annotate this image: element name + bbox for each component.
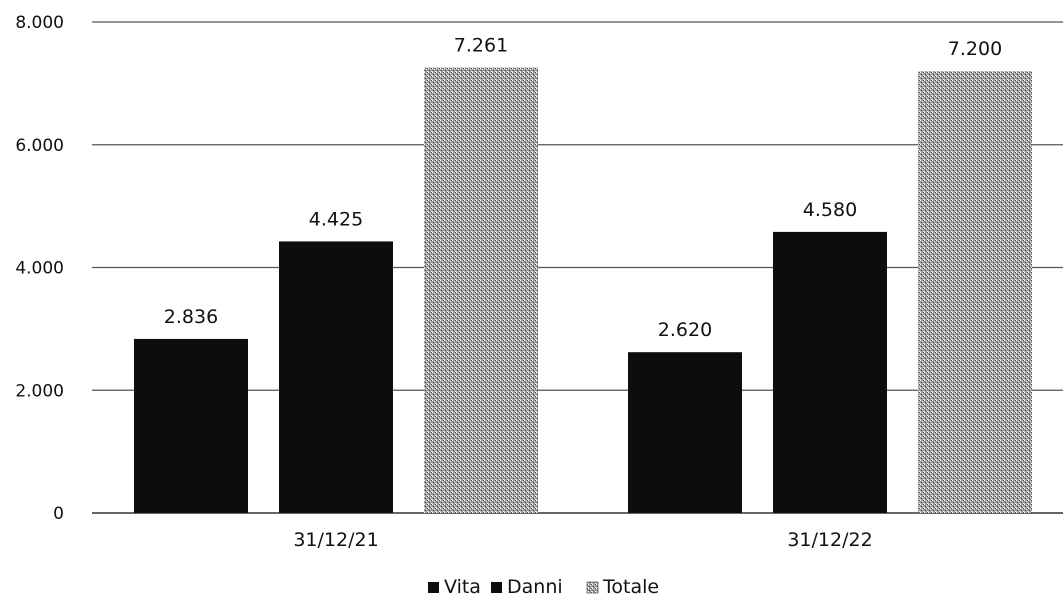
legend-swatch-vita xyxy=(428,582,439,593)
data-label: 7.200 xyxy=(948,38,1002,60)
x-category-label: 31/12/22 xyxy=(787,529,872,551)
data-label: 4.425 xyxy=(309,208,363,230)
data-label: 2.620 xyxy=(658,319,712,341)
bar-danni xyxy=(773,231,887,513)
y-tick-label: 0 xyxy=(53,504,64,524)
gridlines xyxy=(92,21,1063,514)
legend: Vita Danni Totale xyxy=(428,576,659,598)
legend-label-totale: Totale xyxy=(602,576,659,598)
legend-label-danni: Danni xyxy=(507,576,563,598)
data-label: 2.836 xyxy=(164,306,218,328)
bar-vita xyxy=(134,338,248,513)
x-category-label: 31/12/21 xyxy=(293,529,378,551)
legend-label-vita: Vita xyxy=(444,576,481,598)
legend-swatch-totale xyxy=(586,581,599,594)
bar-vita xyxy=(628,352,742,513)
bar-danni xyxy=(279,241,393,513)
bar-totale xyxy=(918,71,1032,513)
data-labels: 2.836 4.425 7.261 2.620 4.580 7.200 xyxy=(164,34,1002,341)
data-label: 7.261 xyxy=(454,34,508,56)
data-label: 4.580 xyxy=(803,199,857,221)
legend-swatch-danni xyxy=(491,582,502,593)
y-tick-label: 4.000 xyxy=(15,259,64,279)
bars xyxy=(134,67,1032,513)
y-axis-ticks: 0 2.000 4.000 6.000 8.000 xyxy=(15,13,64,524)
y-tick-label: 8.000 xyxy=(15,13,64,33)
y-tick-label: 6.000 xyxy=(15,136,64,156)
bar-totale xyxy=(424,67,538,513)
y-tick-label: 2.000 xyxy=(15,381,64,401)
x-axis-categories: 31/12/21 31/12/22 xyxy=(293,529,872,551)
